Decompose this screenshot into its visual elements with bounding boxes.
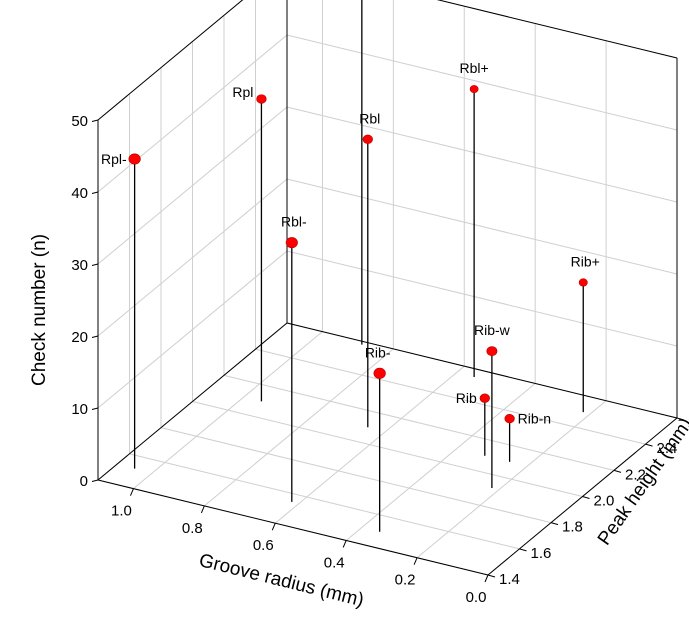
z-tick-label: 30 [71, 257, 88, 274]
x-tick-mark [342, 540, 347, 548]
y-tick-mark [676, 417, 685, 421]
x-tick-mark [200, 505, 205, 514]
floor-gridline-y [192, 401, 583, 497]
left-wall-gridline-z [97, 34, 288, 193]
data-point [362, 134, 373, 144]
x-tick-mark [129, 488, 134, 496]
z-axis-title: Check number (n) [29, 234, 50, 386]
point-label: Rib+ [571, 253, 600, 269]
data-point [128, 153, 141, 165]
frame-layer [97, 0, 678, 576]
back-wall-gridline-z [286, 106, 678, 203]
floor-left-edge [97, 322, 288, 481]
floor-gridline-y [223, 374, 615, 471]
data-point [479, 393, 490, 403]
x-axis-line [97, 479, 489, 576]
data-point [256, 94, 267, 104]
y-tick-mark [550, 522, 559, 526]
z-tick-label: 20 [71, 329, 88, 346]
z-tick-label: 40 [71, 185, 88, 202]
point-label: Rbl- [281, 214, 307, 230]
point-label: Rib-w [474, 322, 511, 338]
point-label-layer: Rpl-RplRpl+Rbl-RblRbl+Rib-Rib-wRib+RibRi… [101, 60, 600, 427]
point-label: Rib- [365, 344, 391, 360]
y-tick-label: 1.6 [531, 545, 552, 562]
y-tick-label: 2.4 [657, 440, 678, 457]
x-tick-mark [271, 522, 276, 531]
x-tick-mark [484, 574, 489, 583]
back-wall-gridline-z [286, 34, 678, 131]
floor-back-edge [286, 322, 678, 419]
data-point [504, 413, 515, 424]
data-point [486, 346, 498, 357]
x-tick-label: 1.0 [111, 503, 132, 520]
data-point [373, 367, 386, 379]
z-tick-mark [91, 263, 99, 266]
z-tick-mark [91, 479, 99, 482]
stem-layer [133, 0, 584, 532]
y-tick-mark [645, 443, 653, 447]
back-wall-gridline-z [286, 178, 678, 275]
point-label: Rpl- [101, 151, 127, 167]
y-tick-mark [487, 574, 496, 578]
x-tick-label: 0.0 [466, 589, 487, 606]
left-wall-gridline-z [97, 250, 288, 409]
y-tick-mark [613, 469, 622, 473]
z-tick-label: 50 [71, 113, 88, 130]
x-tick-mark [413, 557, 418, 565]
floor-gridline-y [129, 453, 520, 550]
y-tick-mark [582, 496, 590, 499]
left-wall-gridline-z [97, 178, 288, 337]
z-tick-mark [91, 191, 99, 194]
floor-gridline-y [255, 348, 646, 445]
z-tick-label: 10 [71, 401, 88, 418]
point-label: Rbl [359, 110, 380, 126]
point-label: Rbl+ [460, 60, 489, 76]
point-label: Rib-n [518, 411, 551, 427]
floor-gridline-y [160, 427, 552, 524]
point-label: Rpl [232, 84, 253, 100]
data-point [469, 85, 479, 94]
y-tick-label: 2.2 [625, 466, 646, 483]
x-tick-label: 0.4 [324, 554, 345, 571]
y-tick-label: 2.0 [594, 493, 615, 510]
back-wall-top-edge [436, 0, 678, 59]
back-wall-gridline-z [286, 250, 678, 347]
tick-layer: 0 10 20 30 40 50 1.0 0.8 0.6 0.4 0.2 0.0 1.4 1.6 1.8 2.… [71, 113, 689, 606]
z-tick-mark [91, 119, 99, 122]
left-wall-top-edge [97, 0, 244, 121]
x-tick-label: 0.8 [182, 520, 203, 537]
grid-layer [97, 0, 678, 576]
point-layer [128, 85, 588, 424]
y-tick-label: 1.4 [499, 571, 520, 588]
data-point [285, 237, 298, 249]
y-tick-label: 1.8 [562, 519, 583, 536]
x-tick-label: 0.2 [395, 572, 416, 589]
y-tick-mark [519, 548, 527, 552]
x-tick-label: 0.6 [253, 537, 274, 554]
z-tick-mark [91, 335, 99, 338]
z-tick-label: 0 [80, 473, 88, 490]
data-point [578, 278, 588, 287]
left-wall-gridline-z [97, 106, 288, 265]
z-tick-mark [91, 407, 99, 410]
point-label: Rib [456, 390, 477, 406]
